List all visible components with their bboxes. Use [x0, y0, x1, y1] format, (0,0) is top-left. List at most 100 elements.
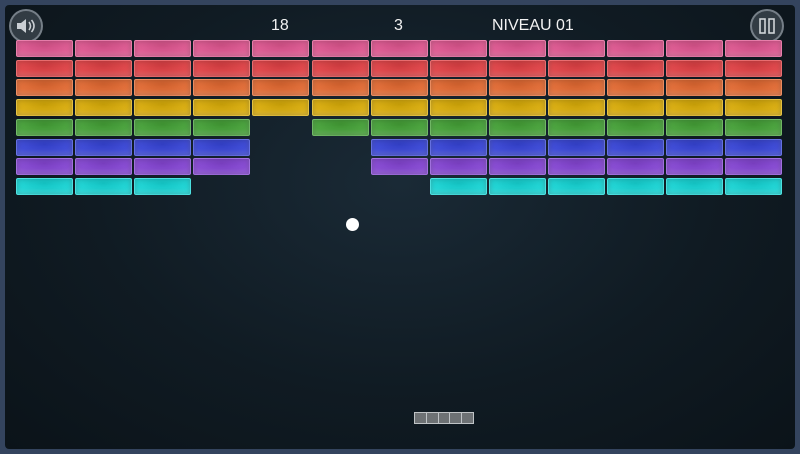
brick	[725, 158, 783, 176]
brick	[134, 158, 192, 176]
brick	[488, 158, 546, 176]
brick	[370, 79, 428, 97]
brick	[193, 118, 251, 136]
brick	[666, 79, 724, 97]
brick	[16, 40, 73, 57]
brick	[666, 40, 724, 57]
brick	[666, 59, 724, 77]
brick	[429, 40, 487, 57]
pause-icon	[759, 18, 775, 34]
brick	[725, 138, 783, 156]
brick	[607, 59, 664, 77]
brick	[725, 40, 783, 57]
brick	[370, 99, 428, 117]
brick	[370, 158, 428, 176]
brick	[16, 99, 73, 117]
brick	[429, 99, 487, 117]
brick	[607, 158, 664, 176]
brick	[725, 177, 783, 195]
brick	[193, 138, 251, 156]
brick	[607, 40, 664, 57]
brick	[370, 118, 428, 136]
brick	[547, 138, 605, 156]
brick	[75, 59, 133, 77]
brick	[488, 99, 546, 117]
game-board[interactable]: 18 3 NIVEAU 01	[5, 5, 795, 449]
ball	[346, 218, 359, 231]
brick	[16, 118, 73, 136]
brick	[75, 118, 133, 136]
brick	[725, 118, 783, 136]
brick	[547, 40, 605, 57]
score: 18	[271, 17, 289, 34]
paddle-segment	[426, 413, 438, 423]
brick	[666, 99, 724, 117]
brick	[429, 177, 487, 195]
brick	[547, 177, 605, 195]
brick	[370, 138, 428, 156]
pause-button[interactable]	[750, 9, 784, 43]
brick	[488, 138, 546, 156]
brick	[311, 118, 369, 136]
paddle[interactable]	[414, 412, 474, 424]
brick	[75, 40, 133, 57]
brick	[134, 40, 192, 57]
paddle-segment	[462, 413, 473, 423]
brick	[311, 99, 369, 117]
brick	[488, 177, 546, 195]
brick	[725, 59, 783, 77]
brick	[666, 158, 724, 176]
brick	[725, 99, 783, 117]
brick	[134, 59, 192, 77]
brick	[252, 79, 310, 97]
brick	[607, 99, 664, 117]
brick	[429, 118, 487, 136]
brick	[370, 40, 428, 57]
brick	[488, 118, 546, 136]
brick	[311, 79, 369, 97]
brick	[666, 118, 724, 136]
speaker-icon	[17, 19, 35, 33]
brick	[193, 40, 251, 57]
brick	[666, 138, 724, 156]
brick	[429, 138, 487, 156]
sound-button[interactable]	[9, 9, 43, 43]
brick	[429, 79, 487, 97]
brick	[607, 118, 664, 136]
brick	[193, 59, 251, 77]
brick	[134, 99, 192, 117]
brick	[725, 79, 783, 97]
paddle-segment	[450, 413, 462, 423]
brick	[75, 177, 133, 195]
brick	[607, 138, 664, 156]
brick	[429, 158, 487, 176]
brick	[75, 99, 133, 117]
brick	[134, 118, 192, 136]
brick	[311, 40, 369, 57]
brick	[75, 138, 133, 156]
brick	[16, 177, 73, 195]
brick	[607, 177, 664, 195]
brick	[547, 118, 605, 136]
brick	[488, 79, 546, 97]
brick	[134, 138, 192, 156]
brick	[547, 59, 605, 77]
brick	[134, 177, 192, 195]
brick	[547, 99, 605, 117]
brick	[252, 59, 310, 77]
brick	[16, 79, 73, 97]
brick	[75, 79, 133, 97]
brick	[607, 79, 664, 97]
brick	[193, 99, 251, 117]
brick	[547, 79, 605, 97]
brick	[16, 138, 73, 156]
brick	[429, 59, 487, 77]
lives-count: 3	[394, 17, 403, 34]
brick	[547, 158, 605, 176]
level-label: NIVEAU 01	[492, 17, 574, 34]
brick	[134, 79, 192, 97]
brick	[252, 40, 310, 57]
brick	[75, 158, 133, 176]
paddle-segment	[415, 413, 426, 423]
brick	[488, 40, 546, 57]
